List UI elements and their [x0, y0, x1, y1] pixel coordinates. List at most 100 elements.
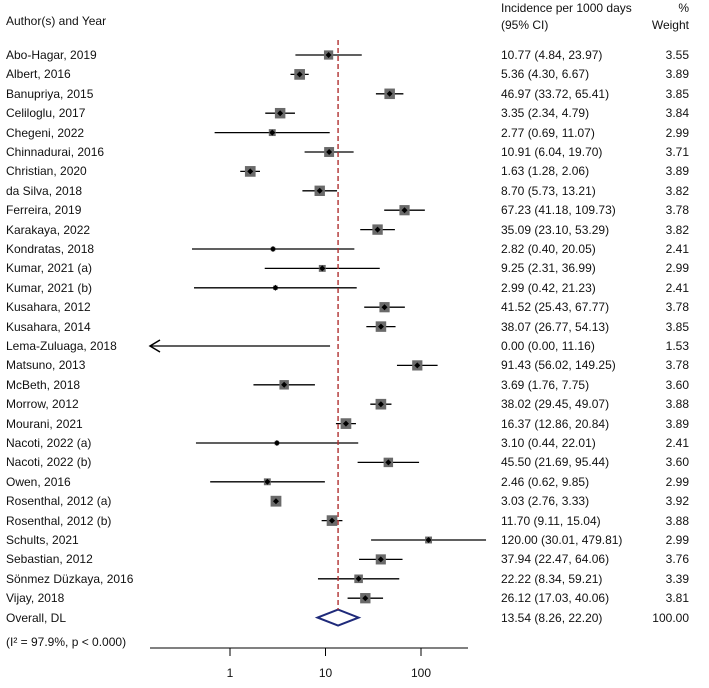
study-ci-value: 11.70 (9.11, 15.04)	[501, 513, 601, 528]
study-weight-value: 3.39	[665, 571, 689, 586]
study-weight-value: 3.60	[665, 455, 689, 470]
point-estimate	[342, 420, 349, 427]
study-label: Chegeni, 2022	[6, 125, 85, 140]
point-estimate	[362, 595, 369, 602]
study-ci-value: 41.52 (25.43, 67.77)	[501, 300, 610, 315]
study-weight-value: 1.53	[665, 339, 689, 353]
overall-diamond	[314, 608, 362, 627]
study-label: Kumar, 2021 (a)	[6, 261, 93, 276]
study-weight-value: 3.82	[665, 183, 689, 198]
study-label: Kumar, 2021 (b)	[6, 280, 93, 295]
study-weight-value: 3.85	[665, 319, 689, 334]
incidence-column-header: Incidence per 1000 days	[501, 1, 632, 15]
point-estimate	[273, 440, 280, 446]
study-ci-value: 9.25 (2.31, 36.99)	[501, 261, 596, 276]
study-ci-value: 38.07 (26.77, 54.13)	[501, 319, 610, 334]
study-label: Chinnadurai, 2016	[6, 145, 105, 159]
x-tick-label: 100	[411, 666, 431, 680]
study-weight-value: 3.78	[665, 203, 689, 218]
study-ci-value: 45.50 (21.69, 95.44)	[501, 455, 610, 470]
point-estimate	[281, 381, 288, 388]
study-label: Kusahara, 2012	[6, 300, 91, 315]
study-ci-value: 91.43 (56.02, 149.25)	[501, 358, 616, 373]
study-ci-value: 0.00 (0.00, 11.16)	[501, 339, 595, 353]
study-label: Sönmez Düzkaya, 2016	[6, 571, 134, 586]
study-label: Matsuno, 2013	[6, 358, 86, 373]
point-estimate	[247, 168, 254, 175]
point-estimate	[272, 498, 279, 505]
study-label: Ferreira, 2019	[6, 203, 82, 218]
study-label: Christian, 2020	[6, 164, 87, 179]
x-tick-label: 1	[227, 666, 234, 680]
point-estimate	[385, 459, 392, 466]
study-label: Karakaya, 2022	[6, 222, 91, 237]
study-label: Celiloglu, 2017	[6, 106, 86, 121]
point-estimate	[277, 110, 284, 117]
study-weight-value: 3.76	[665, 552, 689, 567]
study-label: Rosenthal, 2012 (b)	[6, 513, 112, 528]
overall-ci-value: 13.54 (8.26, 22.20)	[501, 610, 603, 625]
study-label: Owen, 2016	[6, 474, 71, 489]
study-ci-value: 8.70 (5.73, 13.21)	[501, 183, 596, 198]
study-label: Nacoti, 2022 (b)	[6, 455, 92, 470]
study-ci-value: 10.91 (6.04, 19.70)	[501, 145, 603, 159]
study-weight-value: 2.99	[665, 261, 689, 276]
study-label: Lema-Zuluaga, 2018	[6, 339, 117, 353]
study-weight-value: 3.89	[665, 416, 689, 431]
x-tick-label: 10	[319, 666, 333, 680]
point-estimate	[326, 149, 333, 155]
study-ci-value: 3.69 (1.76, 7.75)	[501, 377, 590, 392]
study-column-header: Author(s) and Year	[6, 14, 107, 28]
study-ci-value: 16.37 (12.86, 20.84)	[501, 416, 610, 431]
study-weight-value: 3.92	[665, 494, 689, 509]
study-ci-value: 3.35 (2.34, 4.79)	[501, 106, 590, 121]
study-label: Banupriya, 2015	[6, 86, 94, 101]
study-ci-value: 3.10 (0.44, 22.01)	[501, 436, 596, 450]
point-estimate	[319, 265, 326, 272]
study-weight-value: 2.99	[665, 125, 689, 140]
study-ci-value: 2.82 (0.40, 20.05)	[501, 242, 596, 256]
study-label: Mourani, 2021	[6, 416, 83, 431]
study-weight-value: 3.78	[665, 358, 689, 373]
study-ci-value: 5.36 (4.30, 6.67)	[501, 67, 590, 82]
study-ci-value: 67.23 (41.18, 109.73)	[501, 203, 616, 218]
study-weight-value: 3.81	[665, 591, 689, 606]
study-ci-value: 120.00 (30.01, 479.81)	[501, 533, 623, 547]
study-ci-value: 22.22 (8.34, 59.21)	[501, 571, 603, 586]
study-ci-value: 1.63 (1.28, 2.06)	[501, 164, 590, 179]
point-estimate	[377, 556, 384, 563]
weight-column-header: %	[678, 1, 689, 15]
study-ci-value: 10.77 (4.84, 23.97)	[501, 48, 603, 62]
point-estimate	[355, 575, 362, 582]
study-weight-value: 2.99	[665, 533, 689, 547]
study-label: Vijay, 2018	[6, 591, 65, 606]
study-label: da Silva, 2018	[6, 183, 83, 198]
study-ci-value: 26.12 (17.03, 40.06)	[501, 591, 610, 606]
study-label: Rosenthal, 2012 (a)	[6, 494, 112, 509]
study-weight-value: 3.85	[665, 86, 689, 101]
study-ci-value: 2.46 (0.62, 9.85)	[501, 474, 590, 489]
point-estimate	[325, 52, 332, 58]
study-weight-value: 3.84	[665, 106, 689, 121]
study-weight-value: 2.41	[665, 280, 689, 295]
study-label: Kusahara, 2014	[6, 319, 91, 334]
heterogeneity-note: (I² = 97.9%, p < 0.000)	[6, 635, 127, 649]
point-estimate	[377, 401, 384, 408]
point-estimate	[316, 187, 323, 194]
point-estimate	[401, 207, 408, 214]
overall-weight-value: 100.00	[652, 610, 689, 625]
study-ci-value: 35.09 (23.10, 53.29)	[501, 222, 610, 237]
point-estimate	[264, 478, 271, 485]
study-ci-value: 2.77 (0.69, 11.07)	[501, 125, 595, 140]
study-label: Schults, 2021	[6, 533, 79, 547]
study-weight-value: 3.88	[665, 397, 689, 412]
point-estimate	[425, 537, 432, 543]
study-label: Albert, 2016	[6, 67, 71, 82]
study-ci-value: 3.03 (2.76, 3.33)	[501, 494, 590, 509]
point-estimate	[386, 90, 393, 97]
study-label: Nacoti, 2022 (a)	[6, 436, 92, 450]
point-estimate	[414, 362, 421, 369]
study-ci-value: 37.94 (22.47, 64.06)	[501, 552, 610, 567]
study-weight-value: 3.82	[665, 222, 689, 237]
point-estimate	[381, 304, 388, 311]
